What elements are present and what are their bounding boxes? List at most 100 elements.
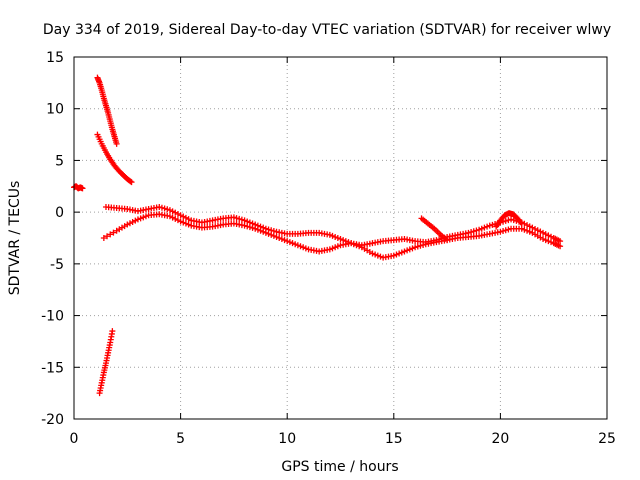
data-point xyxy=(276,235,283,241)
data-point xyxy=(270,232,277,239)
data-point xyxy=(79,185,86,192)
data-point xyxy=(353,242,360,249)
data-point xyxy=(332,233,339,240)
data-point xyxy=(476,226,483,233)
data-point xyxy=(128,179,135,186)
y-tick-label: -15 xyxy=(41,360,64,376)
data-point xyxy=(300,244,307,251)
data-point xyxy=(177,212,184,219)
data-point xyxy=(329,232,336,239)
data-point xyxy=(134,216,141,223)
y-tick-label: 0 xyxy=(55,205,64,221)
data-point xyxy=(500,228,507,235)
data-point xyxy=(180,213,187,220)
data-point xyxy=(545,232,552,239)
data-point xyxy=(172,209,179,216)
x-tick-label: 10 xyxy=(278,431,296,447)
data-point xyxy=(545,238,552,245)
series-segment-decay-upper xyxy=(94,131,135,186)
data-point xyxy=(557,243,564,250)
data-point xyxy=(129,218,136,225)
data-point xyxy=(132,217,139,224)
data-point xyxy=(404,247,411,254)
data-point xyxy=(284,238,291,245)
data-point xyxy=(398,249,405,256)
series-segment-low-rising xyxy=(96,328,116,397)
data-point xyxy=(521,226,528,233)
data-point xyxy=(156,203,163,210)
data-point xyxy=(172,215,179,222)
data-point xyxy=(252,225,259,232)
data-point xyxy=(142,213,149,220)
data-point xyxy=(107,231,114,238)
data-point xyxy=(249,224,256,231)
data-point xyxy=(326,246,333,253)
data-point xyxy=(497,228,504,235)
data-point xyxy=(406,246,413,253)
data-point xyxy=(542,231,549,238)
data-point xyxy=(420,241,427,248)
data-point xyxy=(505,226,512,233)
data-point xyxy=(254,226,261,233)
data-point xyxy=(401,248,408,255)
data-point xyxy=(166,207,173,214)
series-segment-bump xyxy=(493,210,525,230)
x-tick-label: 5 xyxy=(176,431,185,447)
y-tick-label: 15 xyxy=(46,50,64,66)
data-point xyxy=(377,253,384,260)
data-point xyxy=(233,215,240,222)
data-point xyxy=(334,243,341,250)
data-point xyxy=(505,217,512,224)
x-tick-label: 20 xyxy=(491,431,509,447)
data-point xyxy=(180,219,187,226)
data-point xyxy=(124,221,131,228)
data-point xyxy=(524,227,531,234)
data-point xyxy=(137,215,144,222)
data-point xyxy=(166,213,173,220)
data-point xyxy=(481,224,488,231)
data-point xyxy=(286,239,293,246)
data-point xyxy=(169,208,176,215)
data-point xyxy=(372,251,379,258)
data-point xyxy=(268,231,275,238)
data-point xyxy=(265,230,272,237)
data-point xyxy=(257,227,264,234)
series-segment-high-rising xyxy=(94,74,120,147)
data-point xyxy=(478,225,485,232)
data-point xyxy=(444,237,451,244)
data-point xyxy=(140,214,147,221)
grid-lines xyxy=(74,57,607,419)
data-point xyxy=(238,216,245,223)
data-point xyxy=(534,227,541,234)
data-point xyxy=(409,245,416,252)
series-segment-lower-track xyxy=(100,211,564,261)
data-point xyxy=(517,219,524,226)
data-point xyxy=(241,217,248,224)
data-point xyxy=(109,328,116,335)
data-point xyxy=(273,233,280,240)
y-tick-label: 10 xyxy=(46,102,64,118)
y-tick-label: 5 xyxy=(55,153,64,169)
data-point xyxy=(356,243,363,250)
data-point xyxy=(100,235,107,241)
data-point xyxy=(417,242,424,249)
data-point xyxy=(246,224,253,231)
data-point xyxy=(537,228,544,235)
data-point xyxy=(241,222,248,229)
data-points xyxy=(71,74,564,397)
data-point xyxy=(113,140,120,147)
data-point xyxy=(164,206,171,213)
data-point xyxy=(393,251,400,258)
x-tick-label: 25 xyxy=(598,431,616,447)
data-point xyxy=(289,240,296,247)
data-point xyxy=(518,220,525,227)
data-point xyxy=(390,252,397,259)
data-point xyxy=(297,243,304,250)
data-point xyxy=(374,252,381,259)
data-point xyxy=(524,222,531,229)
data-point xyxy=(473,227,480,234)
data-point xyxy=(329,245,336,252)
data-point xyxy=(350,241,357,248)
data-point xyxy=(326,231,333,238)
